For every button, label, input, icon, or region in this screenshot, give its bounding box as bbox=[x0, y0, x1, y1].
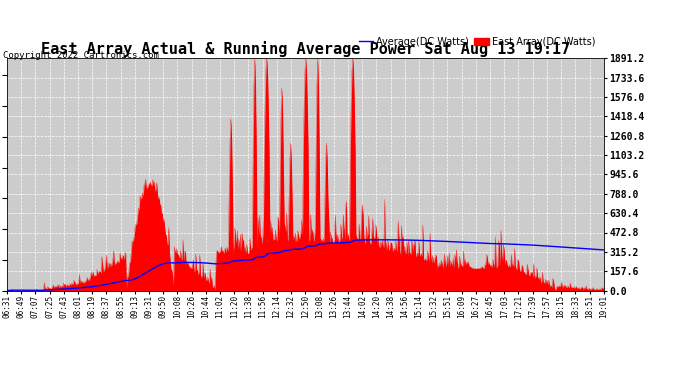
Title: East Array Actual & Running Average Power Sat Aug 13 19:17: East Array Actual & Running Average Powe… bbox=[41, 41, 570, 57]
Text: Copyright 2022 Cartronics.com: Copyright 2022 Cartronics.com bbox=[3, 51, 159, 60]
Legend: Average(DC Watts), East Array(DC Watts): Average(DC Watts), East Array(DC Watts) bbox=[355, 33, 599, 51]
